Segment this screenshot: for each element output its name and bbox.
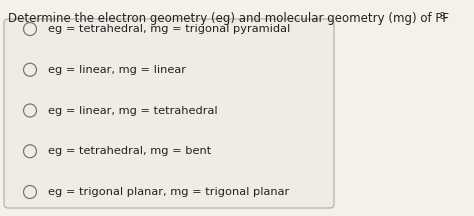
Text: eg = tetrahedral, mg = trigonal pyramidal: eg = tetrahedral, mg = trigonal pyramida…: [48, 24, 290, 34]
Text: eg = tetrahedral, mg = bent: eg = tetrahedral, mg = bent: [48, 146, 211, 156]
Text: Determine the electron geometry (eg) and molecular geometry (mg) of PF: Determine the electron geometry (eg) and…: [8, 12, 449, 25]
Text: eg = linear, mg = linear: eg = linear, mg = linear: [48, 65, 186, 75]
Text: eg = linear, mg = tetrahedral: eg = linear, mg = tetrahedral: [48, 105, 218, 116]
FancyBboxPatch shape: [4, 19, 334, 208]
Text: eg = trigonal planar, mg = trigonal planar: eg = trigonal planar, mg = trigonal plan…: [48, 187, 289, 197]
Text: 3.: 3.: [439, 12, 447, 21]
